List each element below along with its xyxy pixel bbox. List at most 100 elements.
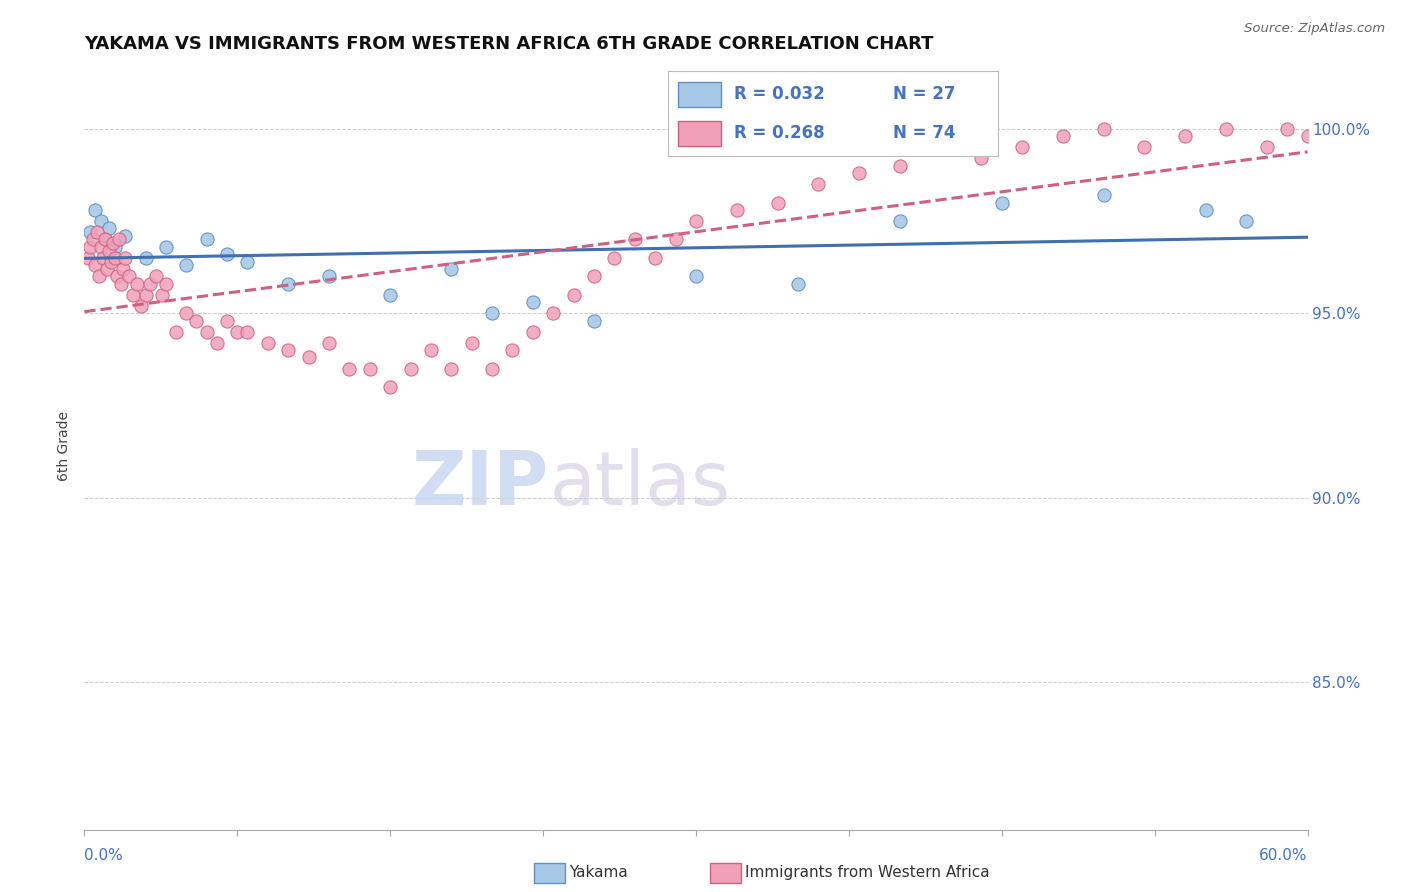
Point bbox=[1092, 121, 1115, 136]
Point bbox=[100, 254, 122, 268]
Point bbox=[1277, 121, 1299, 136]
Text: R = 0.268: R = 0.268 bbox=[734, 124, 824, 142]
Point bbox=[1215, 121, 1237, 136]
Text: N = 74: N = 74 bbox=[893, 124, 955, 142]
Point bbox=[236, 325, 259, 339]
Point bbox=[93, 232, 115, 246]
Point bbox=[83, 258, 105, 272]
Point bbox=[118, 269, 141, 284]
Point bbox=[725, 202, 748, 217]
Point bbox=[122, 287, 145, 301]
Point bbox=[217, 313, 239, 327]
Text: 0.0%: 0.0% bbox=[84, 848, 124, 863]
Text: 60.0%: 60.0% bbox=[1260, 848, 1308, 863]
Point bbox=[685, 214, 707, 228]
Point bbox=[195, 232, 218, 246]
Point bbox=[77, 251, 100, 265]
Point bbox=[766, 195, 789, 210]
Point bbox=[135, 287, 157, 301]
Point bbox=[624, 232, 647, 246]
Point bbox=[79, 225, 101, 239]
Point bbox=[970, 151, 993, 165]
Point bbox=[90, 214, 112, 228]
Point bbox=[298, 351, 321, 365]
Point bbox=[848, 166, 870, 180]
Point bbox=[807, 177, 830, 191]
Point bbox=[277, 343, 299, 357]
Point bbox=[583, 313, 606, 327]
Point bbox=[644, 251, 666, 265]
Point bbox=[114, 228, 136, 243]
Point bbox=[481, 306, 503, 320]
Text: atlas: atlas bbox=[550, 448, 730, 521]
Point bbox=[1236, 214, 1258, 228]
Point bbox=[93, 232, 115, 246]
Text: Yakama: Yakama bbox=[569, 865, 628, 880]
Point bbox=[889, 159, 911, 173]
Point bbox=[603, 251, 626, 265]
Text: Immigrants from Western Africa: Immigrants from Western Africa bbox=[745, 865, 990, 880]
Point bbox=[165, 325, 187, 339]
Point bbox=[339, 361, 361, 376]
Point bbox=[138, 277, 160, 291]
Point bbox=[522, 325, 544, 339]
Point bbox=[665, 232, 688, 246]
Point bbox=[359, 361, 381, 376]
Point bbox=[277, 277, 299, 291]
Point bbox=[440, 262, 463, 277]
Point bbox=[461, 335, 484, 350]
Point bbox=[174, 258, 197, 272]
Point bbox=[1296, 129, 1319, 144]
Point bbox=[1052, 129, 1074, 144]
Point bbox=[1133, 140, 1156, 154]
Text: ZIP: ZIP bbox=[412, 448, 550, 521]
Point bbox=[226, 325, 249, 339]
Point bbox=[787, 277, 810, 291]
Point bbox=[101, 236, 124, 251]
Point bbox=[217, 247, 239, 261]
Text: Source: ZipAtlas.com: Source: ZipAtlas.com bbox=[1244, 22, 1385, 36]
Point bbox=[90, 240, 112, 254]
Point bbox=[110, 277, 132, 291]
FancyBboxPatch shape bbox=[678, 81, 721, 107]
Point bbox=[96, 262, 118, 277]
Point bbox=[318, 335, 340, 350]
Point bbox=[91, 251, 114, 265]
Point bbox=[318, 269, 340, 284]
Point bbox=[685, 269, 707, 284]
Point bbox=[97, 221, 120, 235]
Text: R = 0.032: R = 0.032 bbox=[734, 86, 825, 103]
Point bbox=[562, 287, 585, 301]
Point bbox=[502, 343, 524, 357]
Point bbox=[1092, 188, 1115, 202]
Point bbox=[108, 232, 131, 246]
Point bbox=[87, 269, 110, 284]
Point bbox=[380, 380, 402, 394]
Point bbox=[380, 287, 402, 301]
Point bbox=[399, 361, 422, 376]
Point bbox=[112, 262, 135, 277]
Point bbox=[420, 343, 443, 357]
Point bbox=[145, 269, 167, 284]
Point bbox=[104, 251, 127, 265]
Point bbox=[991, 195, 1014, 210]
Point bbox=[79, 240, 101, 254]
Point bbox=[236, 254, 259, 268]
Point bbox=[889, 214, 911, 228]
Text: YAKAMA VS IMMIGRANTS FROM WESTERN AFRICA 6TH GRADE CORRELATION CHART: YAKAMA VS IMMIGRANTS FROM WESTERN AFRICA… bbox=[84, 35, 934, 53]
Point bbox=[522, 295, 544, 310]
Point bbox=[105, 269, 128, 284]
Point bbox=[86, 225, 108, 239]
Point bbox=[155, 277, 177, 291]
Point bbox=[583, 269, 606, 284]
Point bbox=[174, 306, 197, 320]
Point bbox=[186, 313, 208, 327]
Text: N = 27: N = 27 bbox=[893, 86, 955, 103]
Point bbox=[257, 335, 280, 350]
Point bbox=[104, 240, 127, 254]
Point bbox=[929, 140, 952, 154]
Point bbox=[1011, 140, 1033, 154]
Point bbox=[543, 306, 565, 320]
Point bbox=[97, 244, 120, 258]
Point bbox=[114, 251, 136, 265]
